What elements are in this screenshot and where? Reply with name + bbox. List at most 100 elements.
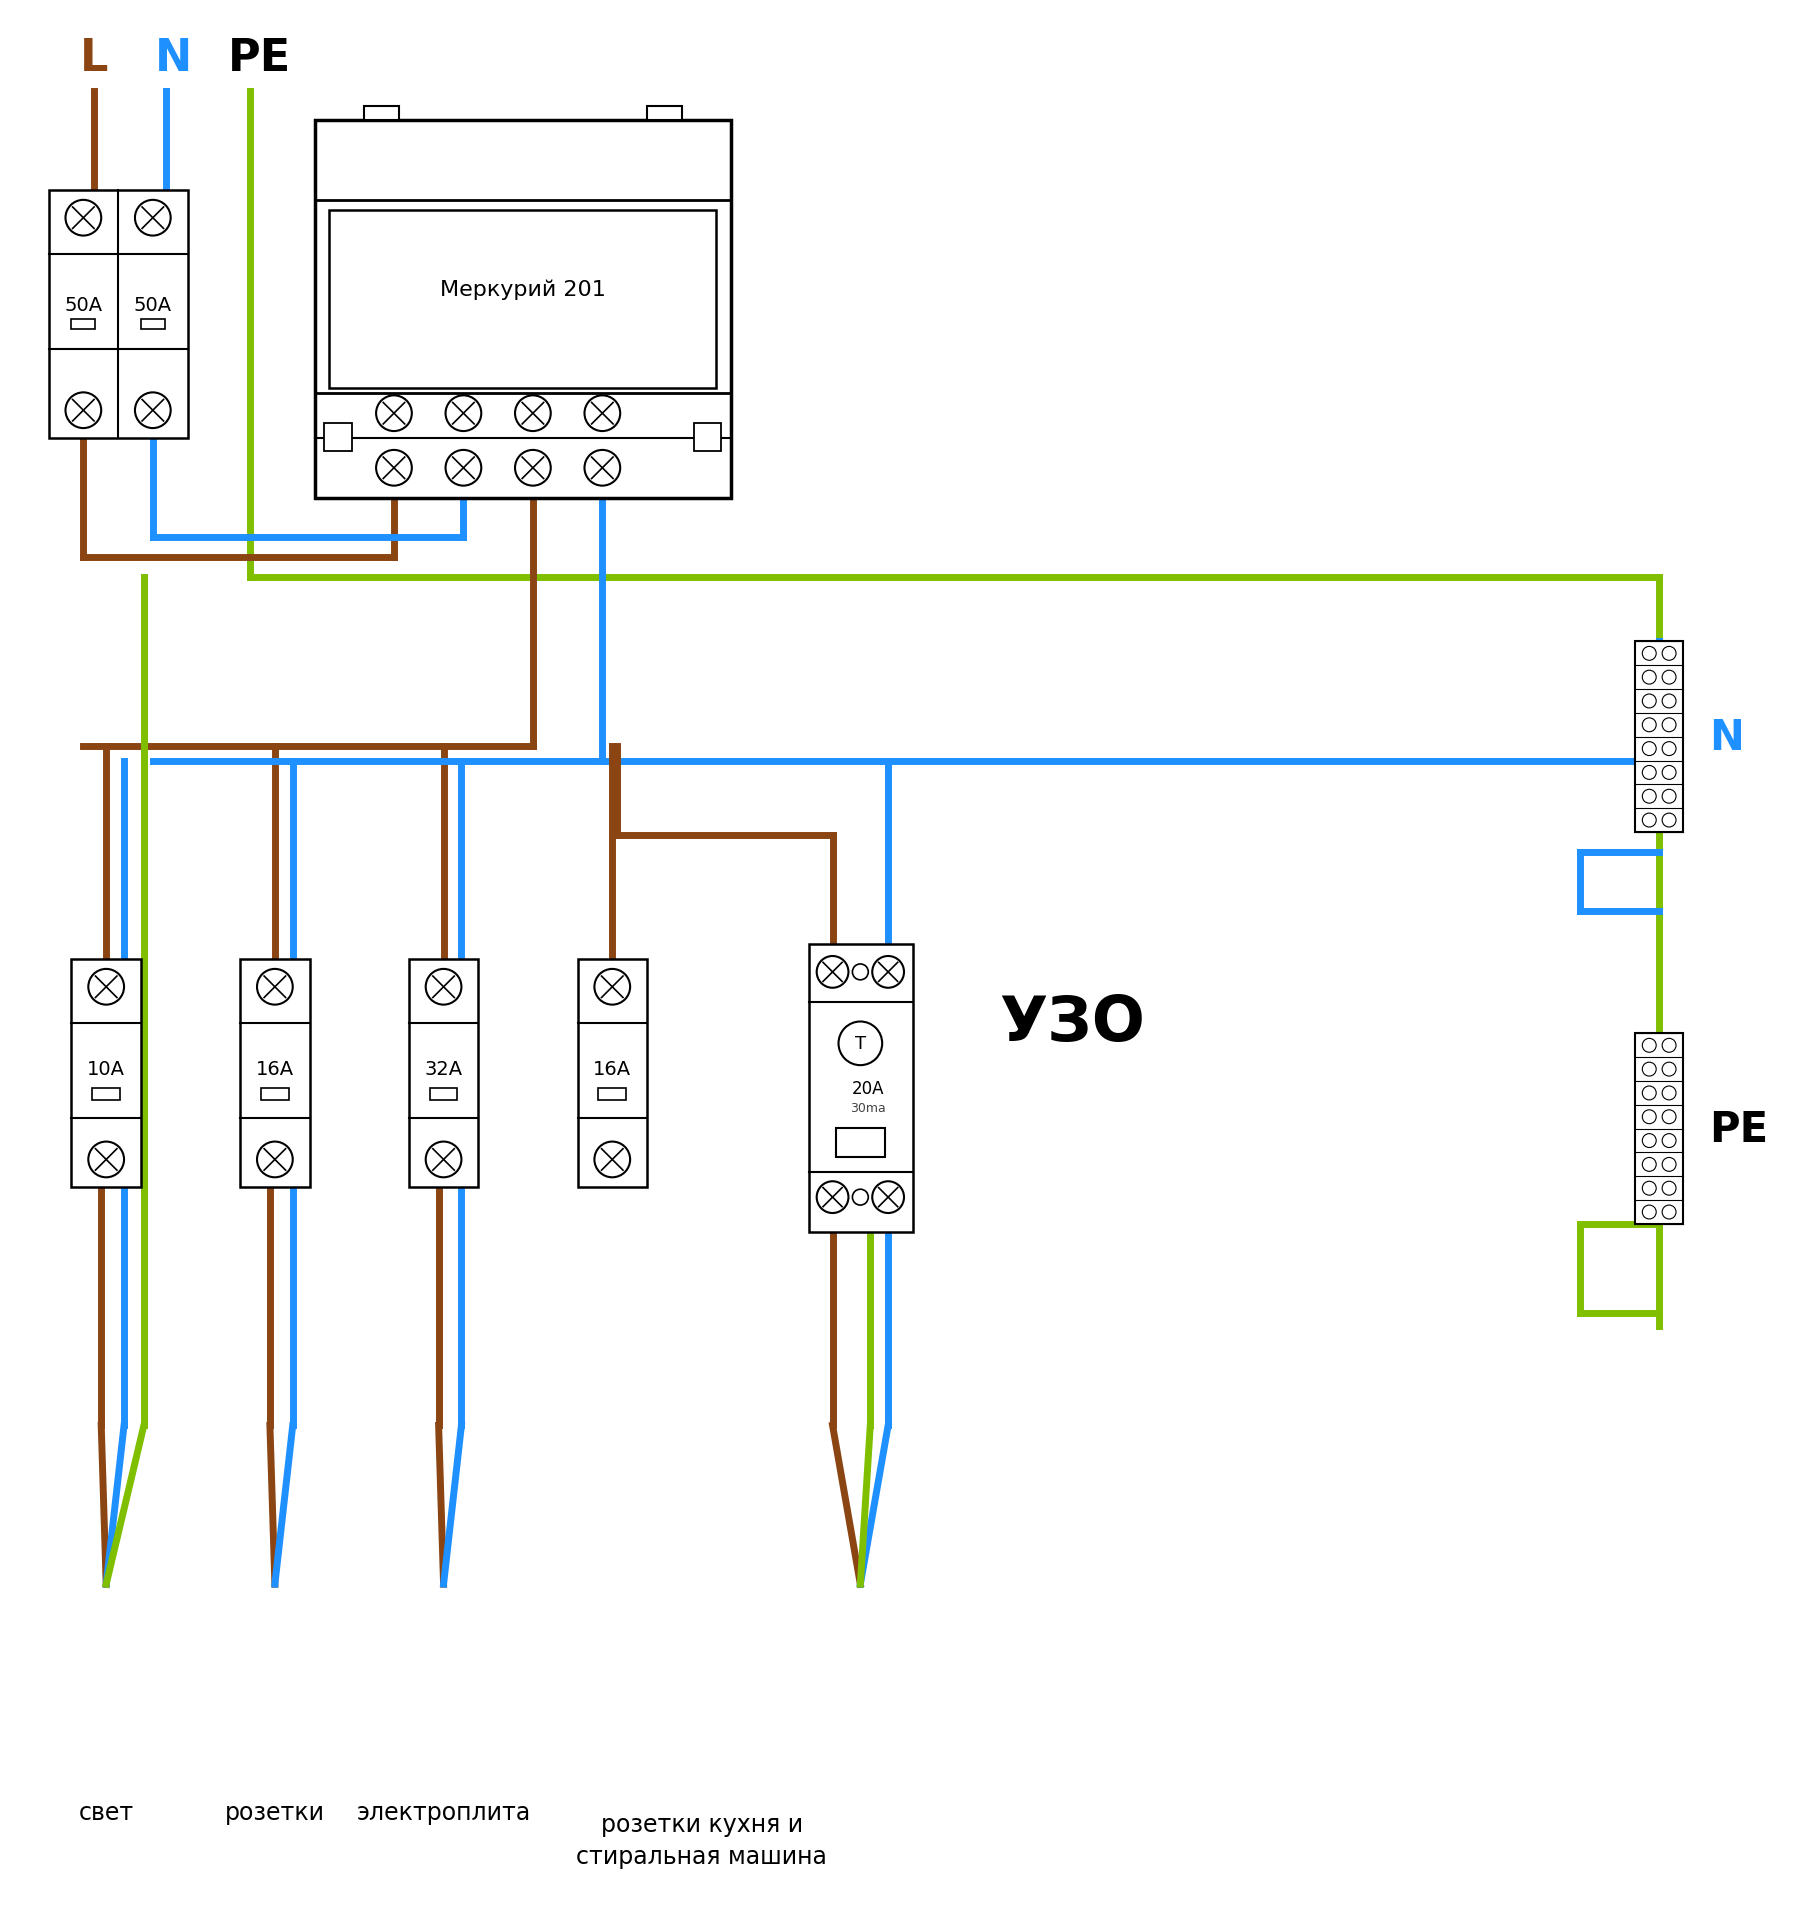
Circle shape (1662, 647, 1675, 660)
Circle shape (1662, 1039, 1675, 1053)
Circle shape (514, 396, 551, 433)
Circle shape (89, 1143, 123, 1177)
Circle shape (1662, 1062, 1675, 1076)
Circle shape (1643, 1110, 1657, 1124)
Text: розетки: розетки (225, 1801, 324, 1824)
Circle shape (817, 1181, 848, 1213)
Circle shape (1662, 718, 1675, 733)
Circle shape (1662, 813, 1675, 827)
Bar (324, 423, 353, 452)
Bar (71, 959, 141, 1187)
Text: 20A: 20A (851, 1079, 884, 1097)
Text: N: N (1710, 716, 1744, 758)
Circle shape (1662, 1158, 1675, 1171)
Bar (409, 959, 478, 1187)
Circle shape (1643, 647, 1657, 660)
Circle shape (136, 392, 170, 429)
Circle shape (65, 392, 101, 429)
Circle shape (1643, 1206, 1657, 1219)
Circle shape (817, 957, 848, 988)
Circle shape (1643, 1181, 1657, 1196)
Bar (810, 946, 913, 1233)
Text: 30ma: 30ma (851, 1102, 886, 1114)
Circle shape (1662, 1181, 1675, 1196)
Circle shape (1643, 743, 1657, 756)
Circle shape (838, 1022, 882, 1066)
Text: 50A: 50A (65, 295, 103, 314)
Text: розетки кухня и
стиральная машина: розетки кухня и стиральная машина (576, 1813, 828, 1868)
Circle shape (1643, 695, 1657, 708)
Circle shape (89, 968, 123, 1005)
Bar (429, 1089, 458, 1101)
Circle shape (1662, 1110, 1675, 1124)
Circle shape (1662, 1206, 1675, 1219)
Text: 50A: 50A (134, 295, 172, 314)
Bar (141, 320, 165, 329)
Circle shape (1662, 743, 1675, 756)
Circle shape (1662, 672, 1675, 685)
Text: L: L (80, 38, 109, 80)
Text: 16A: 16A (255, 1058, 293, 1078)
Circle shape (594, 1143, 630, 1177)
Circle shape (873, 957, 904, 988)
Text: 16A: 16A (594, 1058, 632, 1078)
Circle shape (853, 965, 867, 980)
Circle shape (446, 450, 482, 486)
Bar (1635, 1034, 1682, 1225)
Circle shape (426, 1143, 462, 1177)
Text: T: T (855, 1035, 866, 1053)
Bar (315, 121, 732, 498)
Circle shape (873, 1181, 904, 1213)
Text: N: N (156, 38, 192, 80)
Bar (578, 959, 647, 1187)
Circle shape (446, 396, 482, 433)
Bar (92, 1089, 120, 1101)
Bar (364, 107, 398, 121)
Bar (330, 211, 717, 389)
Circle shape (65, 201, 101, 237)
Text: PE: PE (228, 38, 292, 80)
Circle shape (136, 201, 170, 237)
Circle shape (377, 396, 411, 433)
Circle shape (1643, 790, 1657, 804)
Bar (261, 1089, 288, 1101)
Circle shape (1643, 1158, 1657, 1171)
Circle shape (1662, 790, 1675, 804)
Text: УЗО: УЗО (1000, 993, 1145, 1055)
Bar (49, 191, 188, 438)
Text: электроплита: электроплита (357, 1801, 531, 1824)
Circle shape (1643, 672, 1657, 685)
Bar (835, 1127, 886, 1158)
Bar (1635, 641, 1682, 833)
Circle shape (257, 968, 293, 1005)
Circle shape (585, 450, 619, 486)
Text: 32A: 32A (424, 1058, 462, 1078)
Bar (647, 107, 681, 121)
Bar (694, 423, 721, 452)
Bar (71, 320, 96, 329)
Circle shape (1643, 1133, 1657, 1148)
Text: свет: свет (78, 1801, 134, 1824)
Circle shape (853, 1191, 867, 1206)
Circle shape (594, 968, 630, 1005)
Circle shape (377, 450, 411, 486)
Circle shape (585, 396, 619, 433)
Bar (598, 1089, 627, 1101)
Circle shape (514, 450, 551, 486)
Circle shape (1643, 813, 1657, 827)
Circle shape (1662, 695, 1675, 708)
Text: 10A: 10A (87, 1058, 125, 1078)
Circle shape (257, 1143, 293, 1177)
Circle shape (1643, 1087, 1657, 1101)
Bar (241, 959, 310, 1187)
Circle shape (1643, 1039, 1657, 1053)
Circle shape (426, 968, 462, 1005)
Circle shape (1662, 1087, 1675, 1101)
Circle shape (1643, 718, 1657, 733)
Text: Меркурий 201: Меркурий 201 (440, 279, 607, 300)
Circle shape (1643, 766, 1657, 781)
Circle shape (1643, 1062, 1657, 1076)
Circle shape (1662, 766, 1675, 781)
Text: PE: PE (1710, 1108, 1768, 1150)
Circle shape (1662, 1133, 1675, 1148)
